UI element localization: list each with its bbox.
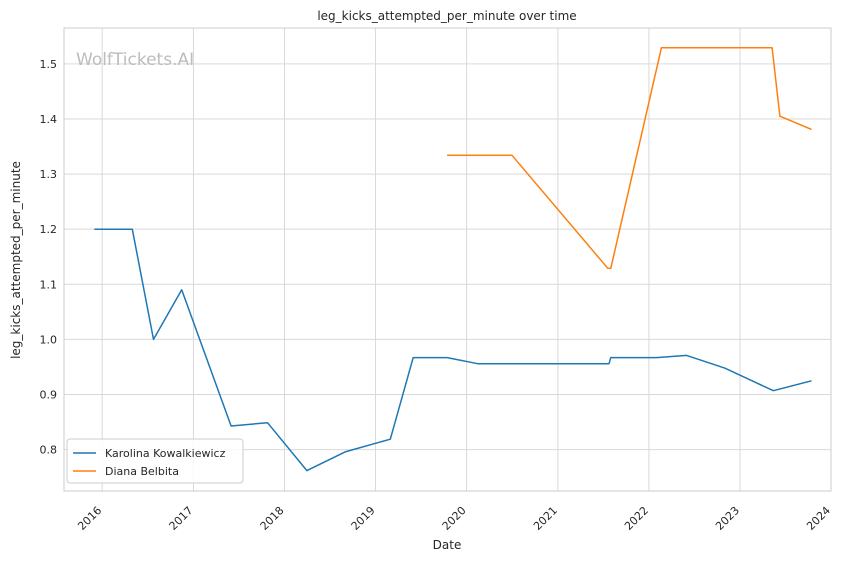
y-tick-label: 0.8 bbox=[40, 444, 58, 457]
chart-title: leg_kicks_attempted_per_minute over time bbox=[317, 9, 576, 23]
legend: Karolina Kowalkiewicz Diana Belbita bbox=[66, 438, 244, 484]
series-line-1 bbox=[447, 47, 812, 270]
legend-box bbox=[66, 438, 244, 484]
grid-lines bbox=[64, 28, 832, 491]
y-axis-label: leg_kicks_attempted_per_minute bbox=[9, 161, 23, 359]
y-tick-label: 0.9 bbox=[40, 389, 58, 402]
legend-label: Karolina Kowalkiewicz bbox=[105, 447, 226, 460]
y-tick-label: 1.5 bbox=[40, 58, 58, 71]
y-tick-label: 1.2 bbox=[40, 223, 58, 236]
legend-label: Diana Belbita bbox=[105, 465, 179, 478]
series-line-0 bbox=[94, 228, 812, 472]
y-tick-label: 1.0 bbox=[40, 333, 58, 346]
plot-area-border bbox=[63, 27, 832, 492]
series-lines bbox=[94, 47, 812, 472]
y-tick-label: 1.1 bbox=[40, 278, 58, 291]
y-tick-label: 1.3 bbox=[40, 168, 58, 181]
watermark-text: WolfTickets.AI bbox=[76, 50, 194, 70]
x-axis-label: Date bbox=[433, 538, 462, 552]
y-axis-ticks: 0.8 0.9 1.0 1.1 1.2 1.3 1.4 1.5 bbox=[40, 58, 58, 457]
y-tick-label: 1.4 bbox=[40, 113, 58, 126]
